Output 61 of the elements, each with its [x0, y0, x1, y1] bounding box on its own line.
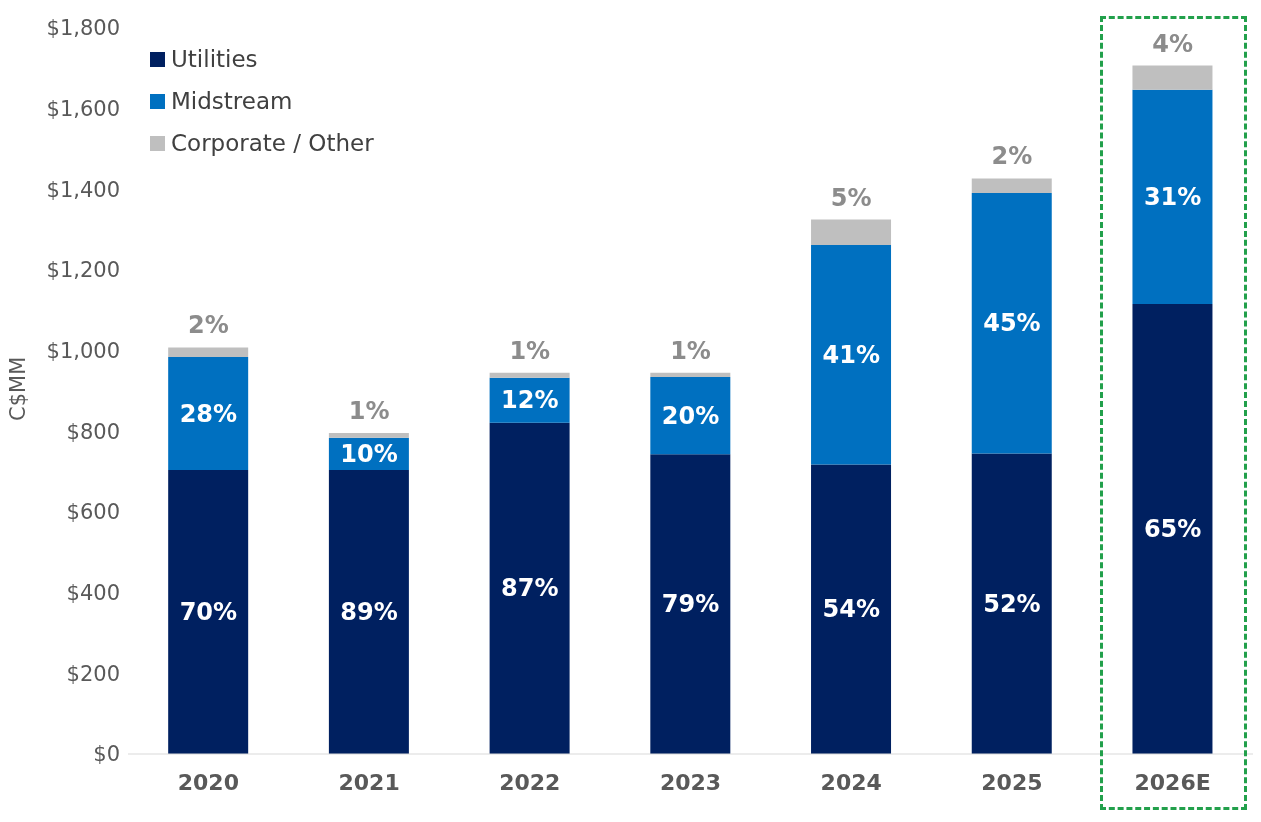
bar	[811, 219, 892, 245]
annotation: 28%	[179, 399, 238, 428]
bar	[168, 357, 249, 471]
y-tick-label: $600	[66, 500, 120, 525]
legend-label: Corporate / Other	[171, 129, 374, 158]
annotation: 10%	[340, 439, 398, 468]
x-tick-label: 2022	[499, 769, 561, 795]
annotation: 70%	[179, 598, 238, 627]
y-tick-label: $1,800	[46, 16, 120, 41]
x-tick-label: 2021	[338, 769, 400, 795]
annotation: 12%	[501, 386, 559, 415]
annotation: 5%	[830, 183, 872, 212]
bar	[489, 372, 570, 378]
bar	[650, 376, 731, 455]
x-tick-label: 2025	[981, 769, 1043, 795]
bar	[971, 453, 1052, 754]
bar	[650, 372, 731, 377]
annotation: 20%	[661, 401, 720, 430]
bar	[168, 347, 249, 358]
y-tick-label: $400	[66, 581, 120, 606]
annotation: 2%	[991, 142, 1033, 171]
bar	[811, 244, 892, 465]
annotation: 41%	[822, 340, 880, 369]
annotation: 45%	[983, 309, 1041, 338]
bar	[971, 178, 1052, 193]
legend-label: Utilities	[171, 45, 258, 74]
annotation: 2%	[187, 311, 229, 340]
y-tick-label: $1,600	[46, 97, 120, 122]
y-tick-label: $800	[66, 419, 120, 444]
bar	[1132, 303, 1213, 754]
bar	[489, 422, 570, 754]
annotation: 54%	[822, 595, 880, 624]
x-tick-label: 2020	[177, 769, 239, 795]
bar	[328, 470, 409, 754]
annotation: 87%	[501, 574, 559, 603]
annotation: 1%	[509, 336, 551, 365]
bar	[1132, 89, 1213, 304]
y-tick-label: $1,400	[46, 177, 120, 202]
annotation: 65%	[1143, 514, 1202, 543]
annotation: 1%	[670, 336, 711, 365]
y-tick-label: $0	[93, 742, 120, 767]
y-tick-label: $1,200	[46, 258, 120, 283]
annotation: 79%	[661, 590, 720, 619]
bar	[328, 432, 409, 438]
bar	[811, 464, 892, 754]
bar	[1132, 65, 1213, 90]
legend-label: Midstream	[171, 87, 293, 116]
annotation: 4%	[1152, 29, 1194, 58]
bar	[168, 470, 249, 754]
annotation: 1%	[348, 396, 390, 425]
y-axis-title: C$MM	[6, 356, 31, 421]
bar	[971, 192, 1052, 454]
annotation: 31%	[1143, 182, 1202, 211]
annotation: 89%	[340, 598, 398, 627]
y-tick-label: $200	[66, 661, 120, 686]
x-tick-label: 2023	[659, 769, 722, 795]
annotation: 52%	[983, 589, 1041, 618]
x-tick-label: 2024	[820, 769, 882, 795]
y-tick-label: $1,000	[46, 339, 120, 364]
bar	[650, 454, 731, 754]
x-tick-label: 2026E	[1134, 769, 1211, 795]
